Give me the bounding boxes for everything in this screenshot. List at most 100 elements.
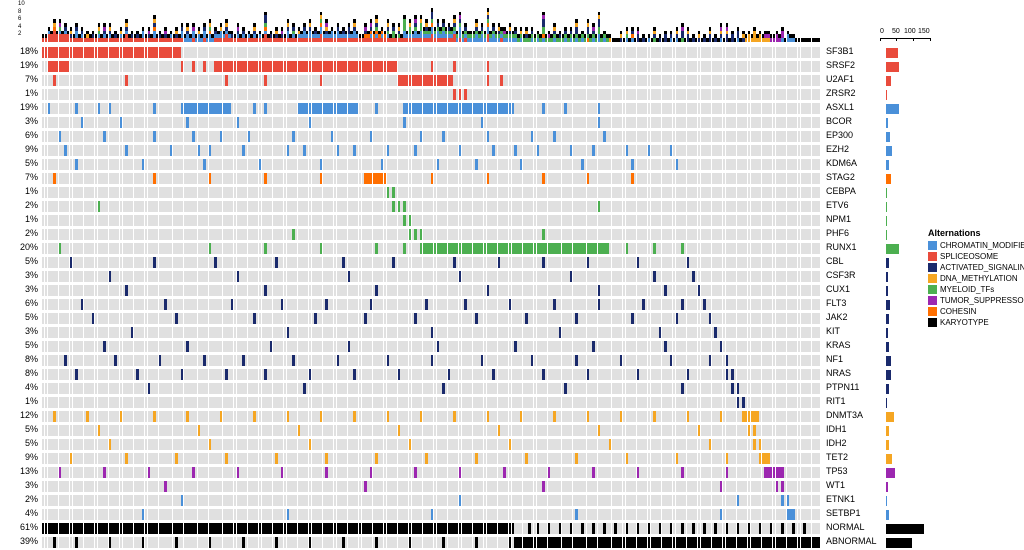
legend-item: DNA_METHYLATION	[928, 273, 1024, 284]
gene-row: 5%IDH1	[42, 424, 820, 437]
row-gene-label: PHF6	[826, 228, 849, 238]
gene-row: 5%CBL	[42, 256, 820, 269]
row-gene-label: DNMT3A	[826, 410, 863, 420]
row-pct: 8%	[2, 354, 38, 364]
row-pct: 61%	[2, 522, 38, 532]
gene-row: 19%SRSF2	[42, 60, 820, 73]
gene-row: 3%CSF3R	[42, 270, 820, 283]
row-gene-label: SF3B1	[826, 46, 854, 56]
row-gene-label: NORMAL	[826, 522, 865, 532]
gene-row: 5%KRAS	[42, 340, 820, 353]
row-gene-label: IDH2	[826, 438, 847, 448]
row-gene-label: RIT1	[826, 396, 846, 406]
row-pct: 39%	[2, 536, 38, 546]
row-pct: 2%	[2, 228, 38, 238]
row-pct: 3%	[2, 326, 38, 336]
gene-row: 5%IDH2	[42, 438, 820, 451]
row-pct: 8%	[2, 368, 38, 378]
gene-row: 4%PTPN11	[42, 382, 820, 395]
row-pct: 4%	[2, 382, 38, 392]
gene-row: 2%ETNK1	[42, 494, 820, 507]
row-pct: 7%	[2, 172, 38, 182]
gene-row: 1%CEBPA	[42, 186, 820, 199]
row-pct: 1%	[2, 396, 38, 406]
gene-row: 1%RIT1	[42, 396, 820, 409]
legend-label: CHROMATIN_MODIFIER	[940, 241, 1024, 250]
legend-label: DNA_METHYLATION	[940, 274, 1018, 283]
gene-row: 1%NPM1	[42, 214, 820, 227]
row-pct: 5%	[2, 340, 38, 350]
row-pct: 5%	[2, 438, 38, 448]
row-gene-label: WT1	[826, 480, 845, 490]
row-gene-label: EP300	[826, 130, 853, 140]
gene-row: 19%ASXL1	[42, 102, 820, 115]
legend-item: CHROMATIN_MODIFIER	[928, 240, 1024, 251]
row-gene-label: CSF3R	[826, 270, 856, 280]
gene-row: 1%ZRSR2	[42, 88, 820, 101]
gene-row: 39%ABNORMAL	[42, 536, 820, 549]
gene-row: 13%TP53	[42, 466, 820, 479]
row-pct: 1%	[2, 88, 38, 98]
row-pct: 1%	[2, 214, 38, 224]
row-gene-label: ETV6	[826, 200, 849, 210]
gene-row: 6%FLT3	[42, 298, 820, 311]
legend-item: SPLICEOSOME	[928, 251, 1024, 262]
gene-row: 9%EZH2	[42, 144, 820, 157]
gene-row: 9%TET2	[42, 452, 820, 465]
row-gene-label: IDH1	[826, 424, 847, 434]
row-pct: 18%	[2, 46, 38, 56]
legend-label: ACTIVATED_SIGNALING	[940, 263, 1024, 272]
gene-row: 2%ETV6	[42, 200, 820, 213]
row-pct: 20%	[2, 242, 38, 252]
row-pct: 3%	[2, 480, 38, 490]
gene-row: 3%KIT	[42, 326, 820, 339]
row-gene-label: KIT	[826, 326, 840, 336]
row-pct: 6%	[2, 130, 38, 140]
row-pct: 2%	[2, 200, 38, 210]
row-pct: 9%	[2, 144, 38, 154]
legend-swatch	[928, 263, 937, 272]
legend-label: MYELOID_TFs	[940, 285, 994, 294]
legend-label: COHESIN	[940, 307, 976, 316]
row-pct: 5%	[2, 424, 38, 434]
row-gene-label: ABNORMAL	[826, 536, 877, 546]
row-gene-label: SRSF2	[826, 60, 855, 70]
row-gene-label: BCOR	[826, 116, 852, 126]
row-gene-label: FLT3	[826, 298, 846, 308]
gene-row: 12%DNMT3A	[42, 410, 820, 423]
row-gene-label: U2AF1	[826, 74, 854, 84]
legend-label: SPLICEOSOME	[940, 252, 998, 261]
row-pct: 19%	[2, 60, 38, 70]
row-gene-label: ASXL1	[826, 102, 854, 112]
row-pct: 5%	[2, 312, 38, 322]
row-pct: 2%	[2, 494, 38, 504]
gene-row: 7%STAG2	[42, 172, 820, 185]
legend-swatch	[928, 252, 937, 261]
row-gene-label: CUX1	[826, 284, 850, 294]
legend-swatch	[928, 318, 937, 327]
row-pct: 5%	[2, 158, 38, 168]
legend-swatch	[928, 296, 937, 305]
right-axis: 050100150	[880, 28, 935, 42]
gene-row: 61%NORMAL	[42, 522, 820, 535]
legend-item: COHESIN	[928, 306, 1024, 317]
row-gene-label: RUNX1	[826, 242, 857, 252]
legend-swatch	[928, 285, 937, 294]
row-pct: 1%	[2, 186, 38, 196]
row-gene-label: ZRSR2	[826, 88, 856, 98]
row-gene-label: STAG2	[826, 172, 855, 182]
legend-item: ACTIVATED_SIGNALING	[928, 262, 1024, 273]
row-pct: 13%	[2, 466, 38, 476]
row-gene-label: KDM6A	[826, 158, 857, 168]
gene-row: 3%WT1	[42, 480, 820, 493]
row-gene-label: NPM1	[826, 214, 851, 224]
row-gene-label: PTPN11	[826, 382, 859, 392]
gene-row: 6%EP300	[42, 130, 820, 143]
row-pct: 4%	[2, 508, 38, 518]
gene-row: 3%BCOR	[42, 116, 820, 129]
legend-swatch	[928, 274, 937, 283]
legend: AlternationsCHROMATIN_MODIFIERSPLICEOSOM…	[928, 228, 1024, 328]
gene-row: 18%SF3B1	[42, 46, 820, 59]
gene-row: 5%KDM6A	[42, 158, 820, 171]
row-pct: 3%	[2, 270, 38, 280]
